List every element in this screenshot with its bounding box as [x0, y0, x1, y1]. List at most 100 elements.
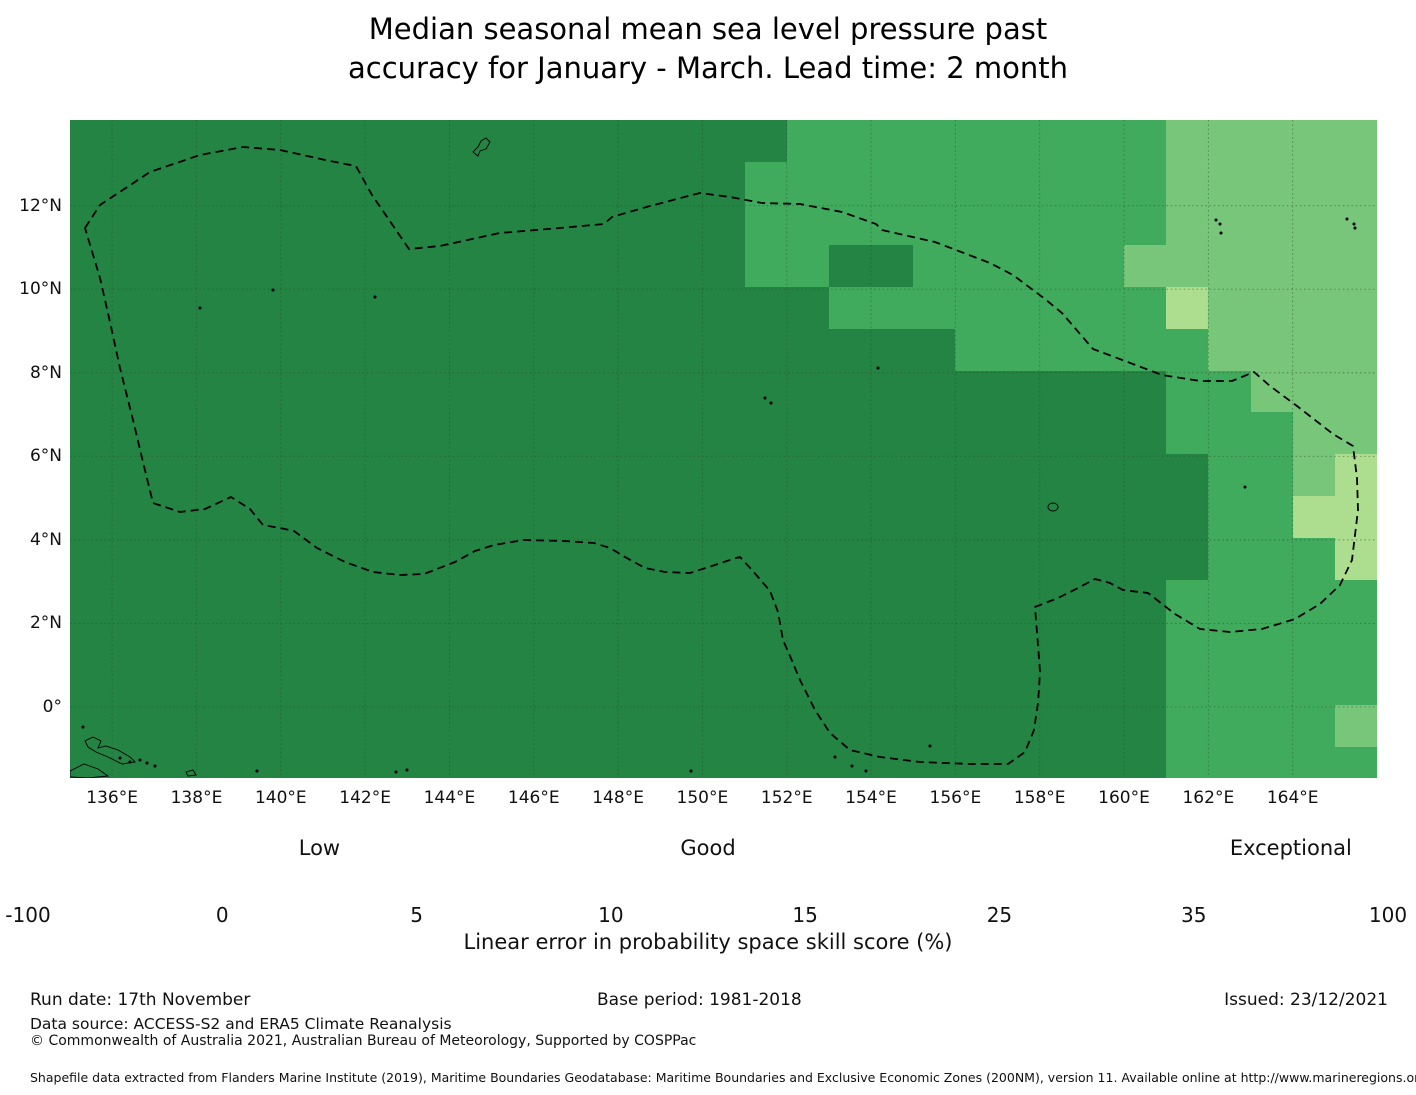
- skill-cell: [280, 203, 324, 247]
- skill-cell: [449, 120, 493, 163]
- skill-cell: [1081, 579, 1125, 623]
- skill-cell: [70, 412, 113, 455]
- skill-cell: [70, 579, 113, 623]
- skill-cell: [70, 537, 113, 581]
- skill-cell: [449, 746, 493, 778]
- skill-cell: [744, 746, 788, 778]
- skill-cell: [702, 203, 746, 247]
- skill-cell: [997, 328, 1041, 372]
- skill-cell: [702, 412, 746, 455]
- skill-cell: [365, 120, 408, 163]
- x-tick-label: 154°E: [845, 788, 897, 808]
- skill-cell: [828, 161, 872, 205]
- skill-cell: [491, 161, 535, 205]
- skill-cell: [702, 537, 746, 581]
- skill-cell: [238, 120, 282, 163]
- skill-cell: [1208, 203, 1252, 247]
- skill-cell: [913, 496, 957, 539]
- skill-cell: [575, 454, 619, 497]
- skill-cell: [1039, 704, 1083, 748]
- skill-cell: [280, 412, 324, 455]
- skill-cell: [365, 412, 408, 455]
- skill-cell: [1208, 746, 1252, 778]
- skill-cell: [238, 161, 282, 205]
- skill-cell: [154, 537, 198, 581]
- skill-cell: [1166, 704, 1210, 748]
- skill-cell: [786, 454, 830, 497]
- skill-cell: [702, 370, 746, 414]
- skill-cell: [322, 621, 366, 664]
- skill-cell: [280, 328, 324, 372]
- skill-cell: [575, 579, 619, 623]
- skill-cell: [575, 412, 619, 455]
- skill-cell: [238, 245, 282, 288]
- skill-cell: [702, 579, 746, 623]
- colorbar-tick-label: 15: [792, 903, 818, 927]
- skill-cell: [618, 579, 661, 623]
- skill-cell: [407, 412, 451, 455]
- skill-cell: [997, 579, 1041, 623]
- island-dot: [128, 760, 132, 764]
- skill-cell: [70, 746, 113, 778]
- skill-cell: [280, 746, 324, 778]
- skill-cell: [196, 537, 240, 581]
- skill-cell: [238, 704, 282, 748]
- island-dot: [394, 770, 398, 774]
- skill-cell: [913, 412, 957, 455]
- skill-cell: [154, 621, 198, 664]
- skill-cell: [1250, 412, 1294, 455]
- skill-cell: [1292, 454, 1336, 497]
- island-outline: [472, 137, 491, 157]
- skill-cell: [1250, 496, 1294, 539]
- x-tick-label: 152°E: [760, 788, 813, 808]
- map-overlay: [70, 120, 1377, 778]
- skill-cell: [112, 663, 156, 706]
- skill-cell: [1208, 161, 1252, 205]
- skill-cell: [828, 663, 872, 706]
- skill-cell: [70, 328, 113, 372]
- skill-cell: [533, 746, 577, 778]
- skill-cell: [702, 663, 746, 706]
- skill-cell: [365, 579, 408, 623]
- skill-cell: [702, 704, 746, 748]
- skill-cell: [1166, 496, 1210, 539]
- skill-cell: [1292, 203, 1336, 247]
- skill-cell: [407, 454, 451, 497]
- skill-cell: [112, 621, 156, 664]
- skill-cell: [618, 496, 661, 539]
- skill-cell: [322, 412, 366, 455]
- skill-cell: [449, 370, 493, 414]
- skill-cell: [533, 328, 577, 372]
- skill-cell: [112, 203, 156, 247]
- skill-cell: [955, 621, 999, 664]
- skill-cell: [1081, 245, 1125, 288]
- skill-cell: [365, 203, 408, 247]
- skill-cell: [322, 203, 366, 247]
- skill-cell: [1334, 328, 1377, 372]
- skill-cell: [702, 621, 746, 664]
- skill-cell: [449, 621, 493, 664]
- skill-cell: [1081, 287, 1125, 330]
- skill-cell: [533, 537, 577, 581]
- skill-cell: [365, 161, 408, 205]
- skill-cell: [322, 579, 366, 623]
- skill-cell: [913, 161, 957, 205]
- skill-cell: [1081, 120, 1125, 163]
- skill-cell: [660, 120, 704, 163]
- skill-cell: [1039, 746, 1083, 778]
- skill-cell: [1292, 663, 1336, 706]
- skill-cell: [280, 537, 324, 581]
- skill-cell: [1081, 537, 1125, 581]
- skill-cell: [913, 245, 957, 288]
- skill-cell: [1039, 120, 1083, 163]
- skill-cell: [196, 704, 240, 748]
- skill-cell: [154, 370, 198, 414]
- skill-cell: [871, 245, 914, 288]
- skill-cell: [871, 370, 914, 414]
- skill-cell: [1166, 370, 1210, 414]
- skill-cell: [1124, 203, 1167, 247]
- skill-cell: [997, 370, 1041, 414]
- skill-cell: [491, 370, 535, 414]
- skill-cell: [1334, 412, 1377, 455]
